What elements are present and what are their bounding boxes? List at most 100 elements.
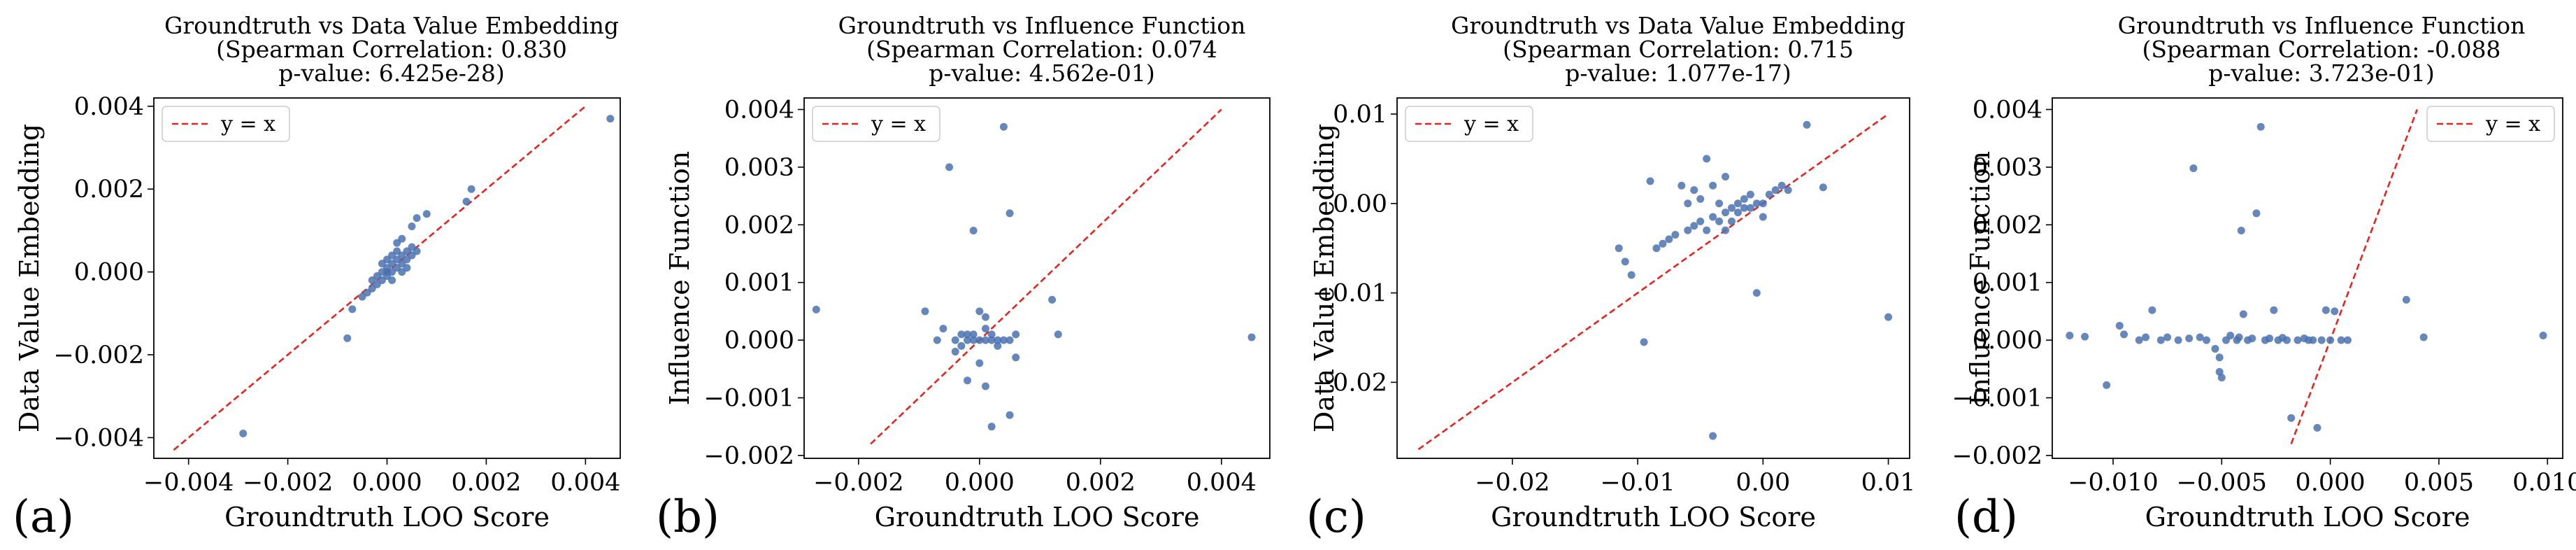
- data-point: [1247, 333, 1256, 341]
- data-point: [1621, 258, 1629, 266]
- data-point: [987, 423, 996, 431]
- data-point: [2326, 336, 2335, 344]
- data-point: [2215, 367, 2224, 376]
- y-tick-label: 0.002: [724, 211, 794, 239]
- legend-label: y = x: [2485, 112, 2540, 136]
- data-point: [2235, 333, 2243, 341]
- chart-panel-3: Groundtruth vs Data Value Embedding(Spea…: [1306, 12, 1916, 543]
- data-point: [403, 264, 411, 272]
- y-tick-label: 0.002: [74, 176, 144, 204]
- data-point: [1722, 226, 1730, 234]
- chart-title-line: (Spearman Correlation: 0.715: [1503, 36, 1854, 63]
- data-point: [1690, 186, 1698, 195]
- x-tick-label: 0.000: [2296, 469, 2366, 497]
- data-point: [964, 336, 972, 344]
- data-point: [2185, 334, 2194, 343]
- x-axis-label: Groundtruth LOO Score: [1491, 502, 1816, 533]
- data-point: [1819, 183, 1827, 192]
- data-point: [1733, 199, 1742, 208]
- data-point: [343, 334, 352, 342]
- data-point: [2156, 336, 2165, 344]
- data-point: [1659, 239, 1667, 248]
- reference-line-y-equals-x: [870, 108, 1222, 445]
- data-point: [1012, 330, 1020, 339]
- data-point: [2321, 306, 2330, 314]
- panel-label: (d): [1954, 491, 2018, 543]
- data-point: [413, 214, 421, 223]
- data-point: [1740, 204, 1748, 212]
- scatter-points: [239, 115, 615, 437]
- data-point: [2419, 333, 2428, 341]
- data-point: [467, 185, 475, 193]
- y-tick-label: 0.000: [724, 327, 794, 355]
- chart-title-line: (Spearman Correlation: -0.088: [2142, 36, 2501, 63]
- data-point: [1733, 209, 1742, 217]
- data-point: [2081, 332, 2089, 341]
- x-tick-label: −0.005: [2177, 469, 2268, 497]
- chart-panel-2: Groundtruth vs Influence Function(Spearm…: [656, 12, 1271, 543]
- chart-title-line: (Spearman Correlation: 0.830: [216, 36, 567, 63]
- y-tick-label: −0.02: [1312, 369, 1387, 397]
- y-tick-label: 0.001: [1973, 269, 2042, 297]
- data-point: [2237, 227, 2245, 235]
- legend-label: y = x: [871, 112, 926, 136]
- chart-panel-1: Groundtruth vs Data Value Embedding(Spea…: [13, 12, 621, 543]
- data-point: [1006, 209, 1014, 218]
- data-point: [1684, 199, 1692, 208]
- data-point: [462, 197, 471, 206]
- data-point: [408, 223, 416, 231]
- data-point: [2115, 321, 2124, 330]
- data-point: [1615, 244, 1623, 253]
- legend: y = x: [162, 106, 290, 142]
- axes-frame: [2052, 97, 2563, 459]
- data-point: [1652, 244, 1661, 253]
- data-point: [2248, 334, 2256, 343]
- x-tick-label: 0.00: [1736, 469, 1790, 497]
- axes-frame: [1396, 97, 1910, 459]
- data-point: [964, 330, 972, 339]
- x-tick-label: −0.004: [143, 469, 234, 497]
- y-tick-label: 0.002: [1973, 211, 2042, 239]
- data-point: [994, 336, 1002, 344]
- data-point: [1690, 222, 1698, 230]
- data-point: [1696, 217, 1705, 225]
- data-point: [981, 382, 989, 390]
- x-tick-label: 0.01: [1861, 469, 1916, 497]
- chart-title-line: (Spearman Correlation: 0.074: [866, 36, 1217, 63]
- y-axis-label: Influence Function: [1965, 151, 1996, 406]
- data-point: [2196, 333, 2204, 341]
- data-point: [1012, 353, 1020, 362]
- legend-box: [1405, 106, 1533, 142]
- data-point: [348, 305, 357, 313]
- chart-title-line: Groundtruth vs Influence Function: [838, 12, 1246, 39]
- y-tick-label: −0.002: [1952, 442, 2042, 470]
- data-point: [2539, 331, 2547, 339]
- x-tick-label: −0.02: [1475, 469, 1550, 497]
- data-point: [1054, 330, 1062, 339]
- data-point: [957, 330, 966, 339]
- chart-title-line: Groundtruth vs Data Value Embedding: [164, 12, 619, 39]
- y-tick-label: −0.002: [53, 341, 144, 369]
- data-point: [1640, 338, 1648, 346]
- x-tick-label: 0.002: [1066, 469, 1136, 497]
- data-point: [987, 330, 996, 339]
- chart-title-line: p-value: 1.077e-17): [1565, 59, 1791, 87]
- data-point: [2215, 353, 2224, 362]
- y-tick-label: −0.01: [1312, 280, 1387, 308]
- data-point: [2282, 336, 2291, 344]
- data-point: [1006, 336, 1014, 344]
- data-point: [2313, 423, 2321, 432]
- data-point: [933, 336, 941, 344]
- data-point: [975, 359, 984, 367]
- data-point: [1006, 411, 1014, 419]
- x-axis-label: Groundtruth LOO Score: [875, 502, 1200, 533]
- panel-label: (b): [656, 491, 720, 543]
- data-point: [2174, 336, 2182, 344]
- y-tick-label: 0.000: [1973, 327, 2042, 355]
- data-point: [2343, 336, 2352, 344]
- data-point: [987, 336, 996, 344]
- data-point: [975, 336, 984, 344]
- data-point: [939, 325, 947, 333]
- data-point: [2217, 374, 2226, 382]
